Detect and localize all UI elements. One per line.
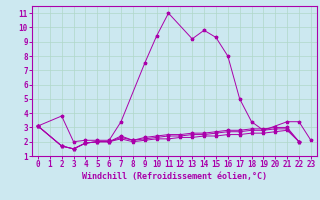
X-axis label: Windchill (Refroidissement éolien,°C): Windchill (Refroidissement éolien,°C) — [82, 172, 267, 181]
